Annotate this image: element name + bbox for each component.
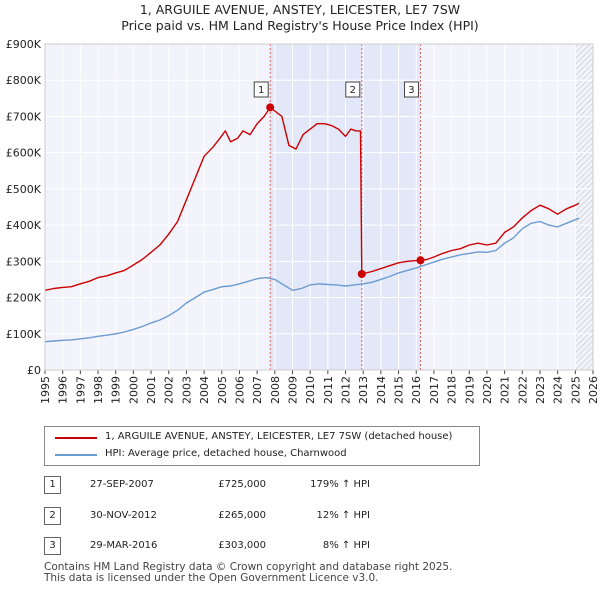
- legend-swatch-property: [55, 437, 97, 439]
- x-tick-label: 1999: [110, 376, 123, 404]
- x-tick-label: 2023: [534, 376, 547, 404]
- legend-label-property: 1, ARGUILE AVENUE, ANSTEY, LEICESTER, LE…: [105, 431, 453, 442]
- x-tick-label: 2001: [145, 376, 158, 404]
- grid-lines: [44, 43, 594, 371]
- x-tick-label: 2014: [375, 376, 388, 404]
- y-tick-label: £700K: [6, 110, 42, 123]
- sale-label-text: 3: [408, 85, 414, 96]
- transaction-row: 2 30-NOV-2012 £265,000 12% ↑ HPI: [44, 507, 464, 527]
- x-tick-label: 1998: [92, 376, 105, 404]
- sale-label-box: [253, 81, 269, 98]
- x-tick-label: 2024: [552, 376, 565, 404]
- forecast-hatched-area: [575, 44, 593, 370]
- y-tick-label: £400K: [6, 219, 42, 232]
- sale-label-text: 1: [258, 85, 264, 96]
- footer-attribution: Contains HM Land Registry data © Crown c…: [44, 562, 452, 584]
- transaction-number: 1: [44, 476, 61, 494]
- sale-point: [357, 270, 366, 279]
- x-tick-label: 1996: [57, 376, 70, 404]
- transaction-date: 27-SEP-2007: [90, 479, 154, 490]
- y-tick-label: £600K: [6, 147, 42, 160]
- x-tick-label: 2015: [393, 376, 406, 404]
- x-tick-label: 2017: [428, 376, 441, 404]
- x-tick-label: 2019: [463, 376, 476, 404]
- transaction-price: £303,000: [218, 540, 266, 551]
- y-axis: £0 £100K £200K £300K £400K £500K £600K £700K £80…: [6, 38, 42, 377]
- transaction-row: 3 29-MAR-2016 £303,000 8% ↑ HPI: [44, 537, 464, 557]
- legend-item-property: 1, ARGUILE AVENUE, ANSTEY, LEICESTER, LE…: [45, 429, 479, 446]
- legend: 1, ARGUILE AVENUE, ANSTEY, LEICESTER, LE…: [44, 426, 480, 466]
- sale-point: [416, 256, 425, 265]
- x-axis: 1995 1996 1997 1998 1999 2000 2001 2002 2003 2004…: [39, 370, 600, 404]
- y-tick-label: £800K: [6, 74, 42, 87]
- x-tick-label: 1997: [74, 376, 87, 404]
- x-tick-label: 2006: [233, 376, 246, 404]
- transaction-hpi-change: 12% ↑ HPI: [316, 510, 370, 521]
- footer-line-licence: This data is licensed under the Open Gov…: [44, 572, 379, 584]
- x-tick-label: 2016: [410, 376, 423, 404]
- chart-subtitle: Price paid vs. HM Land Registry's House …: [121, 18, 478, 33]
- series-line-property: [44, 106, 580, 291]
- series-line-hpi: [44, 217, 580, 343]
- legend-swatch-hpi: [55, 454, 97, 456]
- x-tick-label: 2004: [198, 376, 211, 404]
- legend-item-hpi: HPI: Average price, detached house, Char…: [45, 446, 479, 463]
- transaction-date: 29-MAR-2016: [90, 540, 158, 551]
- x-tick-label: 2002: [163, 376, 176, 404]
- x-tick-label: 2013: [357, 376, 370, 404]
- y-tick-label: £100K: [6, 328, 42, 341]
- price-chart: 1, ARGUILE AVENUE, ANSTEY, LEICESTER, LE…: [6, 2, 600, 404]
- legend-label-hpi: HPI: Average price, detached house, Char…: [105, 448, 347, 459]
- x-tick-label: 2011: [322, 376, 335, 404]
- footer-line-copyright: Contains HM Land Registry data © Crown c…: [44, 561, 453, 573]
- transaction-hpi-change: 179% ↑ HPI: [310, 479, 370, 490]
- chart-title: 1, ARGUILE AVENUE, ANSTEY, LEICESTER, LE…: [140, 2, 460, 17]
- sale-label-box: [345, 81, 361, 98]
- x-tick-label: 2010: [304, 376, 317, 404]
- x-tick-label: 2000: [127, 376, 140, 404]
- sale-point: [266, 103, 275, 112]
- transaction-price: £725,000: [218, 479, 266, 490]
- transaction-number: 3: [44, 537, 61, 555]
- x-tick-label: 2012: [340, 376, 353, 404]
- plot-border: [44, 43, 594, 371]
- transaction-hpi-change: 8% ↑ HPI: [322, 540, 370, 551]
- x-tick-label: 2025: [569, 376, 582, 404]
- sale-label-text: 2: [350, 85, 356, 96]
- transaction-number: 2: [44, 507, 61, 525]
- y-tick-label: £300K: [6, 255, 42, 268]
- y-tick-label: £200K: [6, 292, 42, 305]
- x-tick-label: 2018: [446, 376, 459, 404]
- y-tick-label: £0: [27, 364, 41, 377]
- x-tick-label: 2003: [180, 376, 193, 404]
- transaction-price: £265,000: [218, 510, 266, 521]
- x-tick-label: 2026: [587, 376, 600, 404]
- x-tick-label: 2021: [499, 376, 512, 404]
- series-layer: [44, 106, 580, 343]
- x-tick-label: 2022: [516, 376, 529, 404]
- y-tick-label: £500K: [6, 183, 42, 196]
- x-tick-label: 1995: [39, 376, 52, 404]
- x-tick-label: 2020: [481, 376, 494, 404]
- y-tick-label: £900K: [6, 38, 42, 51]
- x-tick-label: 2005: [216, 376, 229, 404]
- transaction-row: 1 27-SEP-2007 £725,000 179% ↑ HPI: [44, 476, 464, 496]
- x-tick-label: 2008: [269, 376, 282, 404]
- x-tick-label: 2007: [251, 376, 264, 404]
- x-tick-label: 2009: [286, 376, 299, 404]
- transaction-date: 30-NOV-2012: [90, 510, 157, 521]
- sale-label-box: [403, 81, 419, 98]
- sale-markers: 1 2 3: [253, 81, 425, 279]
